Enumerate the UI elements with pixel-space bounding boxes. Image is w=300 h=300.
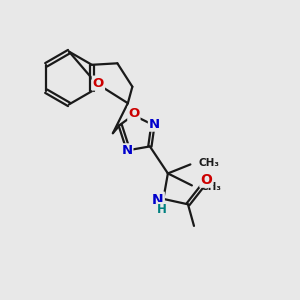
Text: H: H [157,203,167,216]
Text: N: N [152,193,164,206]
Text: O: O [128,107,140,120]
Text: O: O [200,173,212,187]
Text: N: N [121,144,132,157]
Text: CH₃: CH₃ [199,158,220,168]
Text: O: O [93,76,104,90]
Text: CH₃: CH₃ [200,182,221,192]
Text: N: N [149,118,160,131]
